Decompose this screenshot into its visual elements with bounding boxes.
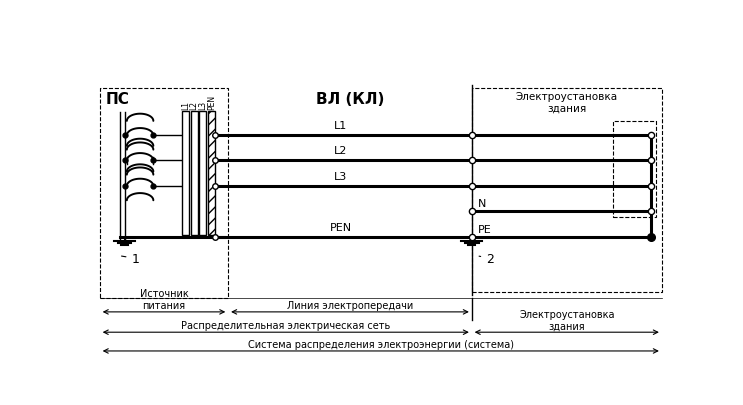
Text: Распределительная электрическая сеть: Распределительная электрическая сеть bbox=[181, 320, 390, 330]
Bar bbox=[100, 89, 228, 298]
Text: Линия электропередачи: Линия электропередачи bbox=[287, 300, 413, 310]
Text: Электроустановка
здания: Электроустановка здания bbox=[519, 309, 614, 330]
Text: PEN: PEN bbox=[329, 222, 351, 232]
Text: Источник
питания: Источник питания bbox=[140, 289, 189, 310]
Text: L2: L2 bbox=[189, 101, 198, 110]
Text: PE: PE bbox=[478, 224, 491, 234]
Bar bbox=[182, 111, 189, 236]
Text: 2: 2 bbox=[479, 252, 494, 265]
Text: L2: L2 bbox=[334, 146, 347, 156]
Bar bbox=[472, 89, 662, 292]
Text: L1: L1 bbox=[334, 121, 347, 131]
Text: 1: 1 bbox=[122, 252, 140, 265]
Bar bbox=[208, 111, 215, 236]
Text: L3: L3 bbox=[334, 171, 347, 181]
Bar bbox=[191, 111, 198, 236]
Bar bbox=[199, 111, 207, 236]
Text: L1: L1 bbox=[181, 101, 190, 110]
Text: N: N bbox=[478, 198, 486, 208]
Text: Электроустановка
здания: Электроустановка здания bbox=[516, 92, 618, 114]
Text: PEN: PEN bbox=[207, 95, 216, 110]
Text: ВЛ (КЛ): ВЛ (КЛ) bbox=[316, 92, 384, 107]
Bar bbox=[613, 122, 656, 217]
Text: ПС: ПС bbox=[106, 92, 129, 107]
Text: Система распределения электроэнергии (система): Система распределения электроэнергии (си… bbox=[247, 339, 514, 349]
Text: L3: L3 bbox=[198, 100, 207, 110]
